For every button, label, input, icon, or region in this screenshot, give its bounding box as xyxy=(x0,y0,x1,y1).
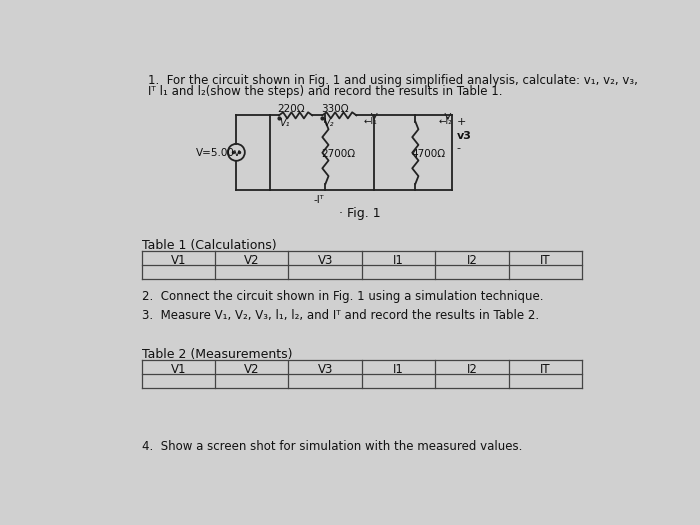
Text: 330Ω: 330Ω xyxy=(321,104,349,114)
Text: V=5.00v: V=5.00v xyxy=(196,149,241,159)
Text: 3.  Measure V₁, V₂, V₃, l₁, l₂, and Iᵀ and record the results in Table 2.: 3. Measure V₁, V₂, V₃, l₁, l₂, and Iᵀ an… xyxy=(141,309,539,322)
Text: 4.  Show a screen shot for simulation with the measured values.: 4. Show a screen shot for simulation wit… xyxy=(141,440,522,453)
Text: IT: IT xyxy=(540,363,551,376)
Text: -: - xyxy=(456,143,461,153)
Text: I2: I2 xyxy=(466,254,477,267)
Text: V2: V2 xyxy=(244,254,260,267)
Text: · Fig. 1: · Fig. 1 xyxy=(340,207,381,220)
Text: V₁: V₁ xyxy=(280,118,290,128)
Text: I2: I2 xyxy=(466,363,477,376)
Text: V1: V1 xyxy=(171,254,186,267)
Text: V3: V3 xyxy=(318,363,333,376)
Text: +: + xyxy=(456,117,466,127)
Text: 4700Ω: 4700Ω xyxy=(412,149,446,159)
Text: 2700Ω: 2700Ω xyxy=(321,149,356,159)
Text: V3: V3 xyxy=(318,254,333,267)
Text: IT: IT xyxy=(540,254,551,267)
Text: -Iᵀ: -Iᵀ xyxy=(314,195,324,205)
Text: ←I₂: ←I₂ xyxy=(439,117,452,126)
Text: Iᵀ l₁ and l₂(show the steps) and record the results in Table 1.: Iᵀ l₁ and l₂(show the steps) and record … xyxy=(148,85,503,98)
Text: 220Ω: 220Ω xyxy=(277,104,305,114)
Text: ←I₁: ←I₁ xyxy=(363,117,377,126)
Text: 1.  For the circuit shown in Fig. 1 and using simplified analysis, calculate: v₁: 1. For the circuit shown in Fig. 1 and u… xyxy=(148,74,638,87)
Text: Table 1 (Calculations): Table 1 (Calculations) xyxy=(141,238,276,251)
Text: I1: I1 xyxy=(393,254,404,267)
Text: Table 2 (Measurements): Table 2 (Measurements) xyxy=(141,348,293,361)
Text: 2.  Connect the circuit shown in Fig. 1 using a simulation technique.: 2. Connect the circuit shown in Fig. 1 u… xyxy=(141,290,543,303)
Text: I1: I1 xyxy=(393,363,404,376)
Text: V₂: V₂ xyxy=(323,118,334,128)
Text: v3: v3 xyxy=(456,131,471,141)
Text: V2: V2 xyxy=(244,363,260,376)
Text: V1: V1 xyxy=(171,363,186,376)
